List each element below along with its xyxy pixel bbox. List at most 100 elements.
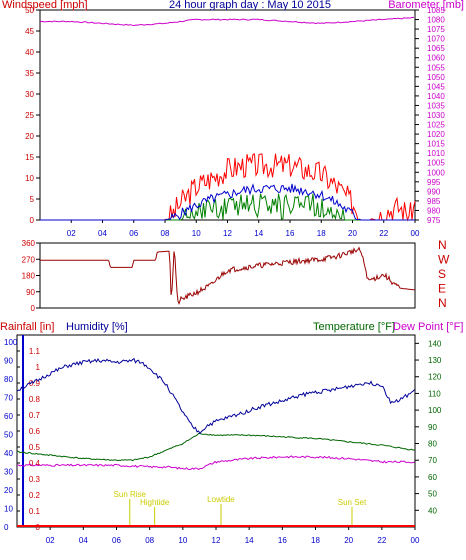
temp-y-tick-label: 40 [428,506,437,515]
temperature-axis-label: Temperature [°F] [313,321,395,333]
barometer-y-tick-label: 1030 [427,111,445,120]
humidity-y-tick-label: 40 [4,449,13,458]
wind-gust-line [40,153,416,222]
temp-y-tick-label: 80 [428,440,437,449]
temp-y-tick-label: 130 [428,356,442,365]
barometer-y-tick-label: 1035 [427,101,445,110]
direction-y-tick-label: 360 [22,239,36,248]
wind-x-tick-label: 16 [286,229,295,238]
compass-label: E [438,282,446,296]
wind-y-tick-label: 45 [25,27,34,36]
barometer-y-tick-label: 1040 [427,92,445,101]
wind-y-tick-label: 0 [30,216,35,225]
barometer-y-tick-label: 1085 [427,6,445,15]
rain-y-tick-label: 0.4 [29,459,41,468]
compass-label: N [438,238,447,252]
rain-y-tick-label: 0.5 [29,443,41,452]
barometer-y-tick-label: 980 [427,206,441,215]
chart-title: 24 hour graph day : May 10 2015 [169,0,331,11]
rainfall-axis-label: Rainfall [in] [0,321,54,333]
weather-x-tick-label: 18 [311,536,320,545]
temperature-line [17,432,415,462]
temp-y-tick-label: 110 [428,389,441,398]
weather-x-tick-label: 06 [112,536,121,545]
humidity-y-tick-label: 60 [4,412,13,421]
weather-x-tick-label: 14 [245,536,254,545]
humidity-y-tick-label: 80 [4,375,13,384]
temp-y-tick-label: 90 [428,423,437,432]
barometer-y-tick-label: 1055 [427,63,445,72]
annotation-label: Lowtide [207,495,235,504]
direction-y-tick-label: 180 [22,272,36,281]
barometer-y-tick-label: 1010 [427,149,445,158]
barometer-y-tick-label: 1015 [427,140,445,149]
rain-y-tick-label: 0.6 [29,427,41,436]
barometer-y-tick-label: 1005 [427,159,445,168]
wind-y-tick-label: 20 [25,132,34,141]
wind-low-line [40,193,415,221]
direction-panel-frame [39,242,416,309]
wind-direction-line [40,246,416,306]
weather-x-tick-label: 12 [212,536,221,545]
temp-y-tick-label: 100 [428,406,442,415]
wind-avg-line [40,183,415,221]
temp-y-tick-label: 50 [428,490,437,499]
wind-y-tick-label: 50 [25,6,34,15]
barometer-y-tick-label: 1060 [427,54,445,63]
weather-x-tick-label: 22 [377,536,386,545]
compass-label: S [438,267,446,281]
wind-x-tick-label: 14 [254,229,263,238]
rain-y-tick-label: 0.8 [29,395,41,404]
barometer-y-tick-label: 995 [427,178,441,187]
rain-y-tick-label: 1 [36,363,41,372]
humidity-axis-label: Humidity [%] [66,321,128,333]
humidity-y-tick-label: 50 [4,431,13,440]
wind-panel-frame [39,9,416,221]
wind-y-tick-label: 25 [25,111,34,120]
humidity-y-tick-label: 0 [4,523,9,532]
wind-y-tick-label: 35 [25,69,34,78]
humidity-y-tick-label: 10 [4,505,13,514]
compass-label: N [438,296,447,310]
barometer-y-tick-label: 1065 [427,44,445,53]
windspeed-axis-label: Windspeed [mph] [2,0,88,11]
humidity-y-tick-label: 30 [4,468,13,477]
barometer-y-tick-label: 1070 [427,35,445,44]
rain-y-tick-label: 1.1 [29,347,41,356]
barometer-y-tick-label: 1020 [427,130,445,139]
wind-x-tick-label: 20 [348,229,357,238]
temp-y-tick-label: 140 [428,339,442,348]
barometer-line [39,16,415,27]
rain-y-tick-label: 0.2 [29,491,41,500]
weather-x-tick-label: 08 [145,536,154,545]
barometer-y-tick-label: 1025 [427,121,445,130]
rain-y-tick-label: 0.9 [29,379,41,388]
weather-x-tick-label: 20 [344,536,353,545]
temp-y-tick-label: 120 [428,373,442,382]
wind-x-tick-label: 00 [411,229,420,238]
compass-label: W [438,253,450,267]
humidity-y-tick-label: 100 [4,338,18,347]
barometer-y-tick-label: 1000 [427,168,445,177]
wind-y-tick-label: 5 [30,195,35,204]
annotation-label: Sun Set [338,498,367,507]
wind-y-tick-label: 30 [25,90,34,99]
direction-y-tick-label: 90 [26,288,35,297]
barometer-y-tick-label: 985 [427,197,441,206]
barometer-y-tick-label: 1075 [427,25,445,34]
wind-x-tick-label: 04 [98,229,107,238]
wind-x-tick-label: 18 [317,229,326,238]
rain-y-tick-label: 0.7 [29,411,41,420]
annotation-label: Hightide [140,498,170,507]
rain-y-tick-label: 0.1 [29,507,41,516]
temp-y-tick-label: 60 [428,473,437,482]
humidity-y-tick-label: 70 [4,394,13,403]
weather-x-tick-label: 02 [46,536,55,545]
wind-x-tick-label: 02 [67,229,76,238]
wind-y-tick-label: 10 [25,174,34,183]
wind-x-tick-label: 10 [192,229,201,238]
barometer-axis-label: Barometer [mb] [388,0,464,11]
humidity-line [16,357,415,435]
